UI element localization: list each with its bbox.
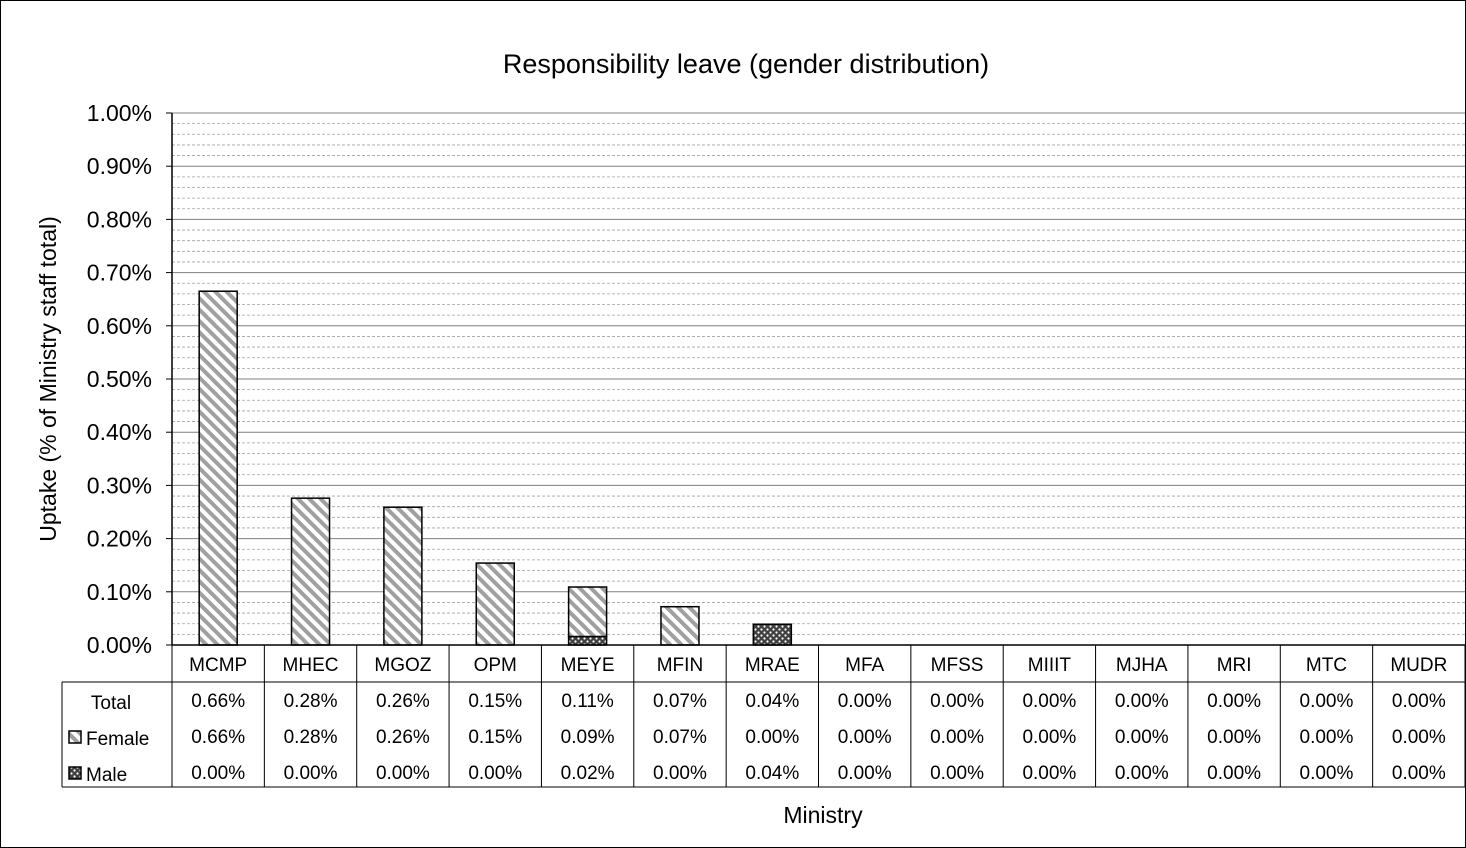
y-tick-label: 0.90% (87, 153, 152, 179)
table-cell: 0.15% (468, 727, 522, 748)
x-tick-label: MFA (845, 655, 884, 676)
table-cell: 0.00% (838, 691, 892, 712)
y-tick-label: 0.30% (87, 472, 152, 498)
table-cell: 0.00% (1300, 727, 1354, 748)
table-cell: 0.00% (653, 763, 707, 784)
table-cell: 0.66% (191, 727, 245, 748)
x-tick-label: MTC (1306, 655, 1347, 676)
y-tick-label: 0.10% (87, 579, 152, 605)
x-tick-label: MFIN (657, 655, 703, 676)
table-cell: 0.07% (653, 727, 707, 748)
table-cell: 0.00% (838, 763, 892, 784)
bar-female-mcmp (198, 290, 238, 646)
bars (198, 290, 793, 646)
table-cell: 0.00% (838, 727, 892, 748)
table-cell: 0.00% (1115, 763, 1169, 784)
table-cell: 0.00% (930, 691, 984, 712)
y-tick-label: 0.70% (87, 260, 152, 286)
y-tick-labels: 0.00% 0.10% 0.20% 0.30% 0.40% 0.50% 0.60% 0.70%… (87, 100, 172, 658)
bar-female-mhec (290, 497, 331, 646)
table-cell: 0.07% (653, 691, 707, 712)
table-cell: 0.00% (1022, 763, 1076, 784)
table-cell: 0.00% (1207, 727, 1261, 748)
table-cell: 0.00% (745, 727, 799, 748)
table-cell: 0.00% (191, 763, 245, 784)
table-cell: 0.66% (191, 691, 245, 712)
table-cell: 0.00% (1115, 691, 1169, 712)
x-tick-label: MRI (1217, 655, 1252, 676)
table-cell: 0.04% (745, 763, 799, 784)
x-tick-label: MRAE (745, 655, 800, 676)
table-cell: 0.00% (1115, 727, 1169, 748)
bar-female-mgoz (383, 506, 423, 646)
y-tick-label: 0.80% (87, 206, 152, 232)
bar-female-mfin (660, 605, 700, 646)
x-tick-label: MGOZ (374, 655, 431, 676)
table-cell: 0.26% (376, 691, 430, 712)
x-tick-label: MEYE (561, 655, 615, 676)
x-tick-label: OPM (474, 655, 517, 676)
y-tick-label: 0.00% (87, 632, 152, 658)
gridlines (172, 112, 1465, 635)
x-tick-label: MJHA (1116, 655, 1168, 676)
table-cell: 0.28% (284, 727, 338, 748)
x-tick-label: MIIIT (1028, 655, 1072, 676)
y-tick-label: 0.50% (87, 366, 152, 392)
table-row-label: Male (86, 765, 127, 786)
table-cell: 0.00% (284, 763, 338, 784)
y-tick-label: 0.60% (87, 313, 152, 339)
table-cell: 0.28% (284, 691, 338, 712)
table-cell: 0.26% (376, 727, 430, 748)
data-table: MCMP MHEC MGOZ OPM MEYE MFIN MRAE MFA MFSS MIIIT M… (61, 645, 1465, 788)
table-cell: 0.09% (561, 727, 615, 748)
y-tick-label: 0.20% (87, 526, 152, 552)
bar-male-mrae (752, 623, 793, 646)
table-cell: 0.00% (1207, 763, 1261, 784)
table-cell: 0.04% (745, 691, 799, 712)
table-cell: 0.00% (1022, 691, 1076, 712)
x-axis-title: Ministry (783, 802, 863, 828)
table-cell: 0.00% (930, 763, 984, 784)
bar-male-meye (567, 635, 608, 646)
table-cell: 0.00% (1300, 691, 1354, 712)
x-tick-label: MFSS (931, 655, 984, 676)
y-axis-title: Uptake (% of Ministry staff total) (35, 216, 61, 542)
table-cell: 0.00% (1392, 691, 1446, 712)
x-tick-label: MHEC (283, 655, 339, 676)
table-row-label: Female (86, 729, 149, 750)
y-tick-label: 1.00% (87, 100, 152, 126)
table-cell: 0.02% (561, 763, 615, 784)
table-cell: 0.11% (561, 691, 614, 712)
table-cell: 0.00% (930, 727, 984, 748)
table-cell: 0.15% (468, 691, 522, 712)
bar-female-meye (567, 586, 608, 638)
legend-key-male (68, 766, 82, 780)
table-cell: 0.00% (1022, 727, 1076, 748)
chart-title: Responsibility leave (gender distributio… (503, 49, 989, 79)
table-cell: 0.00% (468, 763, 522, 784)
legend-key-female (68, 730, 82, 744)
table-row-label: Total (91, 693, 131, 714)
table-cell: 0.00% (376, 763, 430, 784)
bar-female-opm (475, 562, 515, 646)
x-tick-label: MCMP (189, 655, 247, 676)
y-tick-label: 0.40% (87, 419, 152, 445)
table-cell: 0.00% (1392, 727, 1446, 748)
table-cell: 0.00% (1207, 691, 1261, 712)
x-tick-label: MUDR (1390, 655, 1447, 676)
table-cell: 0.00% (1300, 763, 1354, 784)
table-cell: 0.00% (1392, 763, 1446, 784)
